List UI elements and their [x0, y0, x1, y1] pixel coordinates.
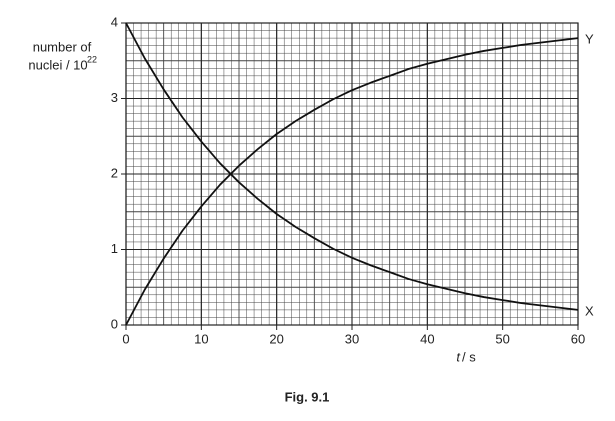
x-tick-label: 30 [345, 331, 359, 346]
plot-frame [125, 22, 579, 326]
y-label-line1: number of [33, 39, 92, 54]
caption: Fig. 9.1 [285, 389, 330, 404]
y-label-exponent: 22 [87, 54, 97, 64]
x-tick-label: 60 [571, 331, 585, 346]
curve-label: X [585, 303, 594, 318]
y-tick-label: 2 [111, 165, 118, 180]
y-tick-label: 3 [111, 90, 118, 105]
x-tick-label: 0 [122, 331, 129, 346]
curve [125, 22, 579, 311]
curve-label: Y [585, 32, 594, 47]
x-tick-label: 40 [420, 331, 434, 346]
y-tick-label: 1 [111, 241, 118, 256]
x-tick-label: 10 [194, 331, 208, 346]
x-tick-label: 50 [495, 331, 509, 346]
curve [125, 37, 579, 326]
x-label-symbol: t [456, 349, 461, 364]
x-label-unit: / s [462, 349, 476, 364]
y-label-line2: nuclei / 10 [28, 57, 87, 72]
x-tick-label: 20 [269, 331, 283, 346]
y-tick-label: 4 [111, 14, 118, 29]
y-tick-label: 0 [111, 316, 118, 331]
